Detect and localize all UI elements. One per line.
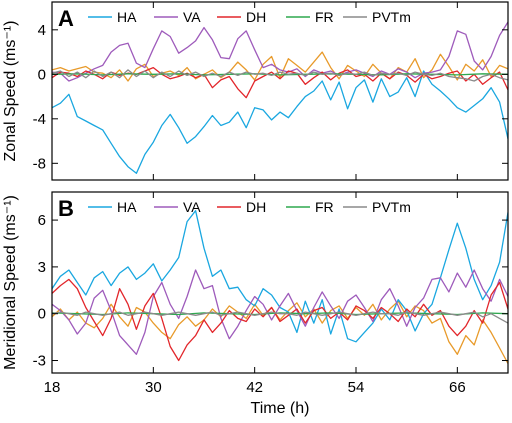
series-line-pvtm <box>52 69 508 82</box>
x-tick-label: 30 <box>145 379 162 396</box>
legend-label-dh: DH <box>246 199 266 215</box>
x-tick-label: 54 <box>348 379 365 396</box>
y-tick-label: -8 <box>33 155 46 172</box>
y-tick-label: -4 <box>33 111 46 128</box>
legend: HA VA DH FR PVTm <box>88 9 411 25</box>
series-line-ha <box>52 210 508 343</box>
series-line-dh <box>52 278 508 362</box>
y-tick-label: 4 <box>38 22 46 39</box>
series-group <box>52 210 508 364</box>
series-line-fr <box>52 73 508 76</box>
panel-label: B <box>58 196 74 221</box>
legend-label-ha: HA <box>117 199 137 215</box>
series-line-pvtm <box>52 311 508 324</box>
y-tick-label: 0 <box>38 306 46 323</box>
panel-a: 4 0 -4 -8 Zonal Speed (ms⁻¹) A HA VA DH FR PVTm <box>2 1 509 181</box>
series-line-va <box>52 21 508 82</box>
y-tick-label: -3 <box>33 353 46 370</box>
legend-label-fr: FR <box>315 9 334 25</box>
legend-label-pvtm: PVTm <box>372 9 411 25</box>
y-tick-label: 3 <box>38 259 46 276</box>
series-line-unlabeled-orange <box>52 51 508 82</box>
y-tick-label: 0 <box>38 66 46 83</box>
series-line-va <box>52 269 508 355</box>
panel-label: A <box>58 6 74 31</box>
series-line-unlabeled-orange <box>52 300 508 364</box>
y-axis-label: Meridional Speed (ms⁻¹) <box>2 195 19 370</box>
plot-frame <box>51 1 509 181</box>
series-line-ha <box>52 70 508 174</box>
series-group <box>52 21 508 174</box>
legend-label-fr: FR <box>315 199 334 215</box>
legend-label-va: VA <box>183 9 201 25</box>
x-tick-label: 42 <box>246 379 263 396</box>
x-tick-label: 18 <box>44 379 61 396</box>
legend-label-ha: HA <box>117 9 137 25</box>
legend: HA VA DH FR PVTm <box>88 199 411 215</box>
x-axis-label: Time (h) <box>251 400 310 417</box>
legend-label-pvtm: PVTm <box>372 199 411 215</box>
plot-frame <box>51 191 509 374</box>
y-axis-label: Zonal Speed (ms⁻¹) <box>2 21 19 162</box>
x-tick-label: 66 <box>449 379 466 396</box>
legend-label-dh: DH <box>246 9 266 25</box>
legend-label-va: VA <box>183 199 201 215</box>
y-tick-label: 6 <box>38 212 46 229</box>
